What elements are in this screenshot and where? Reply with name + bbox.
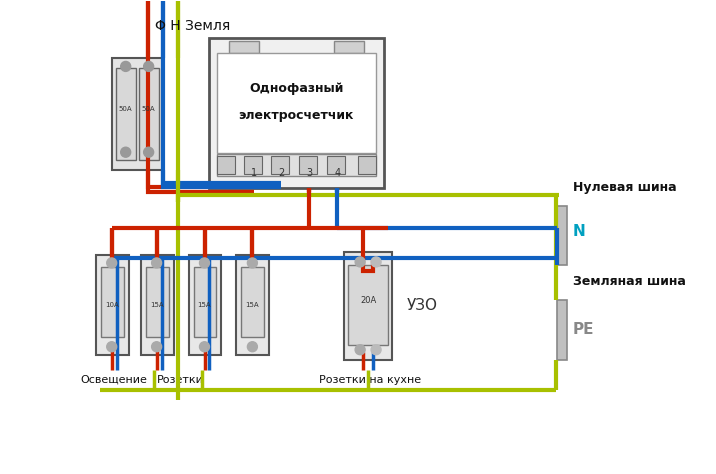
Bar [218, 54, 376, 153]
Text: 20A: 20A [360, 296, 376, 305]
Text: 1: 1 [251, 168, 258, 178]
Bar [96, 255, 129, 355]
Bar [244, 156, 262, 174]
Text: 3: 3 [306, 168, 312, 178]
Bar [348, 265, 388, 345]
Bar [334, 42, 364, 54]
Circle shape [144, 62, 154, 72]
Bar [218, 156, 236, 174]
Text: Освещение: Освещение [80, 374, 147, 385]
Bar [112, 58, 163, 170]
Text: Розетки на кухне: Розетки на кухне [319, 374, 421, 385]
Circle shape [107, 258, 117, 268]
Text: 15A: 15A [150, 302, 163, 308]
Circle shape [121, 147, 131, 157]
Bar [236, 255, 269, 355]
Text: Розетки: Розетки [157, 374, 204, 385]
Bar [140, 255, 173, 355]
Text: 4: 4 [334, 168, 340, 178]
Bar [210, 38, 384, 188]
Bar [229, 42, 259, 54]
Text: электросчетчик: электросчетчик [238, 109, 354, 122]
Bar [358, 156, 376, 174]
Circle shape [200, 342, 210, 352]
Bar [218, 154, 376, 176]
Bar [556, 206, 566, 265]
Circle shape [121, 62, 131, 72]
Text: Земляная шина: Земляная шина [573, 275, 685, 288]
Text: Φ H Земля: Φ H Земля [155, 18, 230, 33]
Text: 50A: 50A [142, 106, 155, 112]
Circle shape [371, 257, 381, 267]
Bar [241, 267, 264, 337]
Bar [344, 252, 392, 360]
Text: Нулевая шина: Нулевая шина [573, 181, 676, 194]
Bar [139, 68, 159, 160]
Circle shape [152, 258, 162, 268]
Bar [101, 267, 124, 337]
Bar [188, 255, 221, 355]
Circle shape [355, 345, 365, 355]
Text: N: N [573, 224, 586, 238]
Bar [271, 156, 289, 174]
Text: 10A: 10A [105, 302, 119, 308]
Circle shape [144, 147, 154, 157]
Bar [556, 300, 566, 360]
Text: Однофазный: Однофазный [249, 82, 344, 95]
Text: УЗО: УЗО [407, 298, 438, 313]
Circle shape [248, 342, 257, 352]
Bar [116, 68, 135, 160]
Circle shape [152, 342, 162, 352]
Bar [145, 267, 168, 337]
Bar [193, 267, 216, 337]
Circle shape [248, 258, 257, 268]
Text: 50A: 50A [119, 106, 132, 112]
Circle shape [107, 342, 117, 352]
Text: 15A: 15A [198, 302, 211, 308]
Circle shape [200, 258, 210, 268]
Text: 15A: 15A [246, 302, 259, 308]
Text: PE: PE [573, 322, 594, 337]
Circle shape [371, 345, 381, 355]
Bar [327, 156, 345, 174]
Bar [299, 156, 317, 174]
Circle shape [355, 257, 365, 267]
Text: 2: 2 [279, 168, 284, 178]
